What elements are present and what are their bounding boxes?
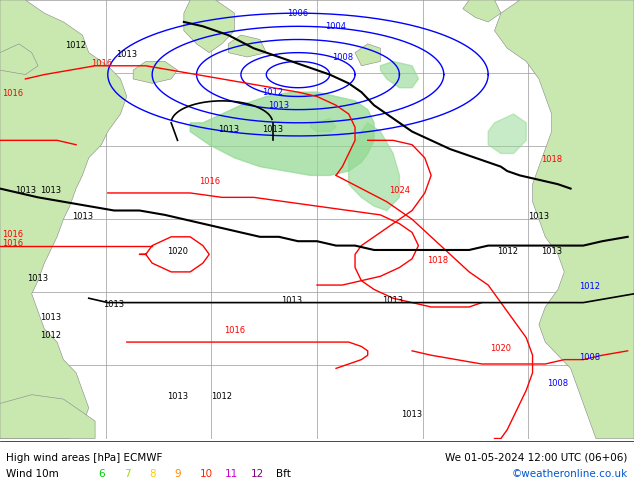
Text: 1018: 1018: [427, 256, 448, 265]
Text: 1018: 1018: [541, 155, 562, 164]
Polygon shape: [463, 0, 501, 22]
Text: 1013: 1013: [40, 186, 61, 195]
Text: 1013: 1013: [15, 186, 36, 195]
Polygon shape: [0, 44, 38, 74]
Text: 1012: 1012: [579, 282, 600, 292]
Text: 1012: 1012: [211, 392, 233, 401]
Text: 1012: 1012: [496, 247, 518, 256]
Text: 1013: 1013: [103, 300, 125, 309]
Text: 1008: 1008: [547, 379, 569, 388]
Text: 1013: 1013: [541, 247, 562, 256]
Polygon shape: [355, 44, 380, 66]
Text: 1013: 1013: [382, 295, 404, 305]
Polygon shape: [0, 0, 127, 439]
Text: High wind areas [hPa] ECMWF: High wind areas [hPa] ECMWF: [6, 453, 163, 463]
Text: 1013: 1013: [528, 212, 550, 221]
Text: 1013: 1013: [167, 392, 188, 401]
Text: 1016: 1016: [2, 239, 23, 247]
Text: 1013: 1013: [72, 212, 93, 221]
Text: Wind 10m: Wind 10m: [6, 468, 59, 479]
Text: 1016: 1016: [224, 326, 245, 335]
Polygon shape: [228, 35, 266, 57]
Polygon shape: [190, 92, 374, 175]
Text: 10: 10: [200, 468, 213, 479]
Text: 1012: 1012: [40, 331, 61, 340]
Text: 1008: 1008: [579, 353, 600, 362]
Text: Bft: Bft: [276, 468, 290, 479]
Text: 1016: 1016: [2, 90, 23, 98]
Polygon shape: [184, 0, 235, 52]
Text: 1008: 1008: [332, 52, 353, 62]
Polygon shape: [495, 0, 634, 439]
Text: ©weatheronline.co.uk: ©weatheronline.co.uk: [512, 468, 628, 479]
Text: 1024: 1024: [389, 186, 410, 195]
Polygon shape: [311, 119, 336, 132]
Text: 1013: 1013: [217, 124, 239, 134]
Text: 1013: 1013: [27, 274, 49, 283]
Text: 1020: 1020: [490, 344, 512, 353]
Text: 1016: 1016: [2, 230, 23, 239]
Polygon shape: [349, 123, 399, 211]
Text: 9: 9: [174, 468, 181, 479]
Text: 11: 11: [225, 468, 238, 479]
Text: We 01-05-2024 12:00 UTC (06+06): We 01-05-2024 12:00 UTC (06+06): [445, 453, 628, 463]
Text: 1013: 1013: [40, 313, 61, 322]
Text: 1016: 1016: [91, 59, 112, 68]
Text: 1012: 1012: [262, 88, 283, 97]
Text: 1016: 1016: [198, 177, 220, 186]
Polygon shape: [133, 61, 178, 83]
Text: 1006: 1006: [287, 9, 309, 18]
Text: 1012: 1012: [65, 41, 87, 50]
Polygon shape: [0, 395, 95, 439]
Text: 1013: 1013: [268, 101, 290, 110]
Text: 1013: 1013: [116, 50, 138, 59]
Text: 8: 8: [149, 468, 155, 479]
Text: 1020: 1020: [167, 247, 188, 256]
Polygon shape: [380, 61, 418, 88]
Text: 1013: 1013: [281, 295, 302, 305]
Text: 12: 12: [250, 468, 264, 479]
Text: 1013: 1013: [262, 124, 283, 134]
Text: 6: 6: [98, 468, 105, 479]
Text: 1004: 1004: [325, 22, 347, 31]
Polygon shape: [488, 114, 526, 153]
Text: 1013: 1013: [401, 410, 423, 418]
Text: 7: 7: [124, 468, 130, 479]
